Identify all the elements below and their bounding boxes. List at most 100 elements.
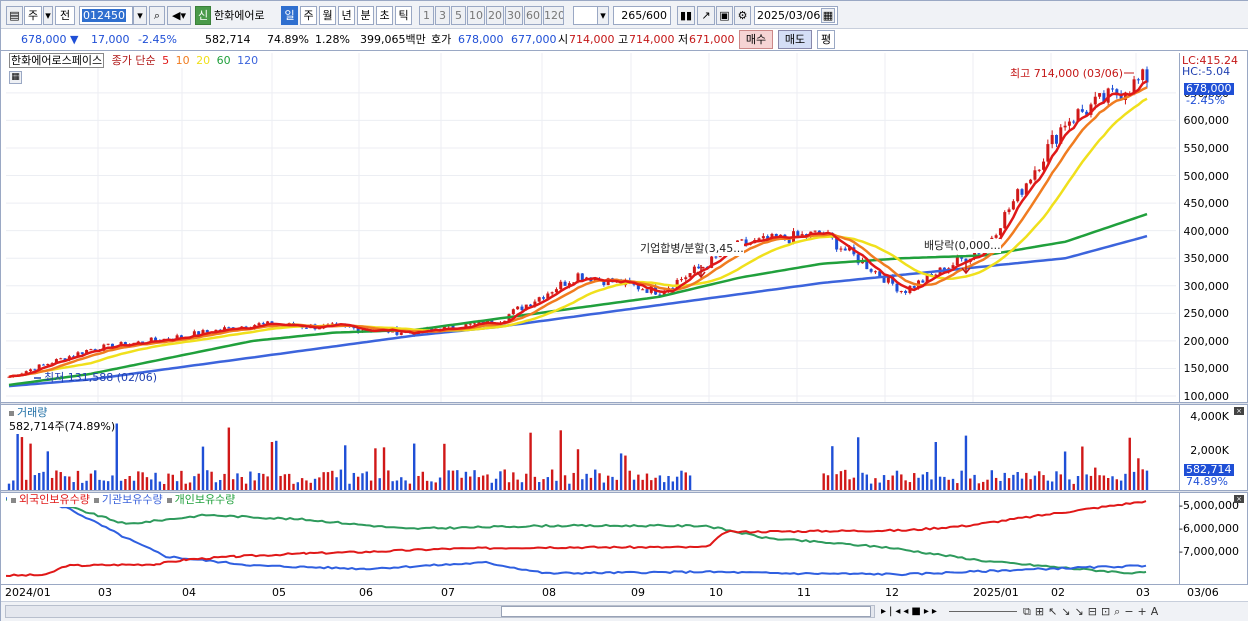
date-value: 2025/03/06 bbox=[757, 9, 821, 22]
chart-grid-icon[interactable]: ▤ bbox=[6, 6, 23, 25]
interval-tab-30[interactable]: 30 bbox=[505, 6, 523, 25]
sell-button[interactable]: 매도 bbox=[778, 30, 812, 49]
volume-bar bbox=[839, 471, 843, 490]
holding-panel[interactable]: 외국인보유수량 기관보유수량 개인보유수량 bbox=[5, 493, 1179, 584]
volume-bar bbox=[193, 476, 196, 490]
interval-tab-10[interactable]: 10 bbox=[467, 6, 485, 25]
volume-bar bbox=[852, 477, 856, 490]
volume-bar bbox=[874, 478, 877, 490]
volume-info: 582,714주(74.89%) bbox=[9, 420, 116, 434]
period-tab-3[interactable]: 년 bbox=[338, 6, 355, 25]
period-tab-6[interactable]: 틱 bbox=[395, 6, 412, 25]
volume-bar bbox=[525, 473, 528, 490]
panel-divider-1[interactable] bbox=[1, 402, 1248, 405]
volume-bar bbox=[339, 469, 343, 490]
holding-close-icon[interactable]: × bbox=[1234, 495, 1244, 503]
interval-tab-20[interactable]: 20 bbox=[486, 6, 504, 25]
volume-y-tick: 4,000K bbox=[1190, 410, 1229, 423]
price-y-axis[interactable]: LC:415.24 HC:-5.04 650,000600,000550,000… bbox=[1179, 53, 1243, 402]
period-tab-0[interactable]: 일 bbox=[281, 6, 298, 25]
holding-y-axis[interactable]: -5,000,000 -6,000,000 -7,000,000 × bbox=[1179, 493, 1244, 584]
speaker-icon[interactable]: ◀▾ bbox=[167, 6, 191, 25]
price-panel[interactable]: 한화에어로스페이스 종가 단순 5 10 20 60 120 ▦ 최고 714,… bbox=[4, 53, 1179, 402]
x-axis-label: 12 bbox=[885, 586, 899, 599]
volume-bar bbox=[81, 482, 84, 490]
candle-body bbox=[201, 330, 205, 336]
volume-bar bbox=[365, 471, 368, 490]
candle-body bbox=[904, 291, 908, 293]
candle-body bbox=[516, 306, 520, 310]
volume-bar bbox=[572, 472, 575, 490]
interval-dropdown-icon[interactable]: ▾ bbox=[597, 6, 609, 25]
volume-bar bbox=[300, 478, 304, 490]
volume-panel[interactable]: 거래량 582,714주(74.89%) bbox=[6, 405, 1179, 490]
volume-bar bbox=[1141, 469, 1144, 490]
gear-icon[interactable]: ⚙ bbox=[734, 6, 751, 25]
save-icon[interactable]: ▣ bbox=[716, 6, 733, 25]
period-tab-1[interactable]: 주 bbox=[300, 6, 317, 25]
candle-body bbox=[511, 309, 515, 315]
date-input[interactable]: 2025/03/06 bbox=[754, 6, 838, 25]
x-axis[interactable]: 2024/01 03 04 05 06 07 08 09 10 11 12 2025/01 02 03 0… bbox=[1, 584, 1248, 601]
average-button[interactable]: 평 bbox=[817, 30, 835, 49]
volume-bar bbox=[119, 480, 123, 490]
volume-bar bbox=[137, 471, 140, 490]
prev-button[interactable]: 전 bbox=[55, 6, 75, 25]
volume-bar bbox=[223, 473, 226, 490]
buy-button[interactable]: 매수 bbox=[739, 30, 773, 49]
candle-body bbox=[593, 278, 597, 282]
price-change: 17,000 bbox=[91, 33, 130, 46]
volume-bar bbox=[675, 476, 679, 490]
volume-pct-tag: 74.89% bbox=[1186, 475, 1228, 488]
calendar-icon[interactable]: ▦ bbox=[821, 8, 835, 23]
zoom-slider[interactable] bbox=[949, 611, 1017, 612]
volume-bar bbox=[85, 480, 88, 490]
period-tab-5[interactable]: 초 bbox=[376, 6, 393, 25]
period-tab-2[interactable]: 월 bbox=[319, 6, 336, 25]
volume-bar bbox=[102, 480, 106, 490]
volume-bar bbox=[994, 477, 998, 490]
x-axis-label: 11 bbox=[797, 586, 811, 599]
volume-bar bbox=[615, 479, 618, 490]
event-merger-arrow bbox=[696, 265, 706, 279]
scroll-buttons[interactable]: ▸|◂◂■▸▸ bbox=[881, 606, 940, 617]
candle-type-icon[interactable]: ▮▮ bbox=[677, 6, 695, 25]
volume-bar bbox=[1038, 471, 1041, 490]
candle-body bbox=[352, 327, 356, 329]
legend-square-icon bbox=[166, 498, 172, 503]
market-dropdown-icon[interactable]: ▾ bbox=[43, 6, 53, 25]
volume-bar bbox=[822, 473, 825, 490]
candle-body bbox=[882, 276, 886, 283]
data-count-field[interactable]: 265/600 bbox=[613, 6, 671, 25]
volume-y-axis[interactable]: 4,000K 2,000K 582,714 74.89% × bbox=[1179, 405, 1244, 490]
volume-bar bbox=[1089, 475, 1093, 490]
crosshair-icon[interactable]: ↗ bbox=[697, 6, 715, 25]
interval-tab-1[interactable]: 1 bbox=[419, 6, 434, 25]
holding-y-tick: -5,000,000 bbox=[1179, 499, 1239, 512]
x-axis-label: 03 bbox=[98, 586, 112, 599]
x-axis-label: 02 bbox=[1051, 586, 1065, 599]
interval-tab-120[interactable]: 120 bbox=[543, 6, 564, 25]
candle-body bbox=[63, 358, 67, 361]
period-tab-4[interactable]: 분 bbox=[357, 6, 374, 25]
interval-tab-60[interactable]: 60 bbox=[524, 6, 542, 25]
stock-code-input[interactable]: 012450 bbox=[79, 6, 133, 25]
scroll-thumb[interactable] bbox=[501, 606, 871, 617]
table-icon[interactable]: ▦ bbox=[9, 71, 22, 84]
panel-divider-2[interactable] bbox=[1, 490, 1248, 493]
x-axis-label: 07 bbox=[441, 586, 455, 599]
volume-y-tick: 2,000K bbox=[1190, 444, 1229, 457]
volume-bar bbox=[486, 474, 489, 490]
volume-close-icon[interactable]: × bbox=[1234, 407, 1244, 415]
candle-body bbox=[1119, 95, 1123, 101]
tool-icons[interactable]: ⧉⊞↖↘↘⊟⊡⌕−+A bbox=[1023, 605, 1163, 618]
volume-bar bbox=[861, 472, 864, 490]
code-dropdown-icon[interactable]: ▾ bbox=[133, 6, 147, 25]
volume-bar bbox=[477, 477, 481, 490]
candle-body bbox=[688, 273, 692, 278]
interval-tab-3[interactable]: 3 bbox=[435, 6, 450, 25]
volume-bar bbox=[1111, 476, 1114, 490]
interval-tab-5[interactable]: 5 bbox=[451, 6, 466, 25]
market-select[interactable]: 주 bbox=[24, 6, 42, 25]
search-icon[interactable]: ⌕ bbox=[149, 6, 165, 25]
